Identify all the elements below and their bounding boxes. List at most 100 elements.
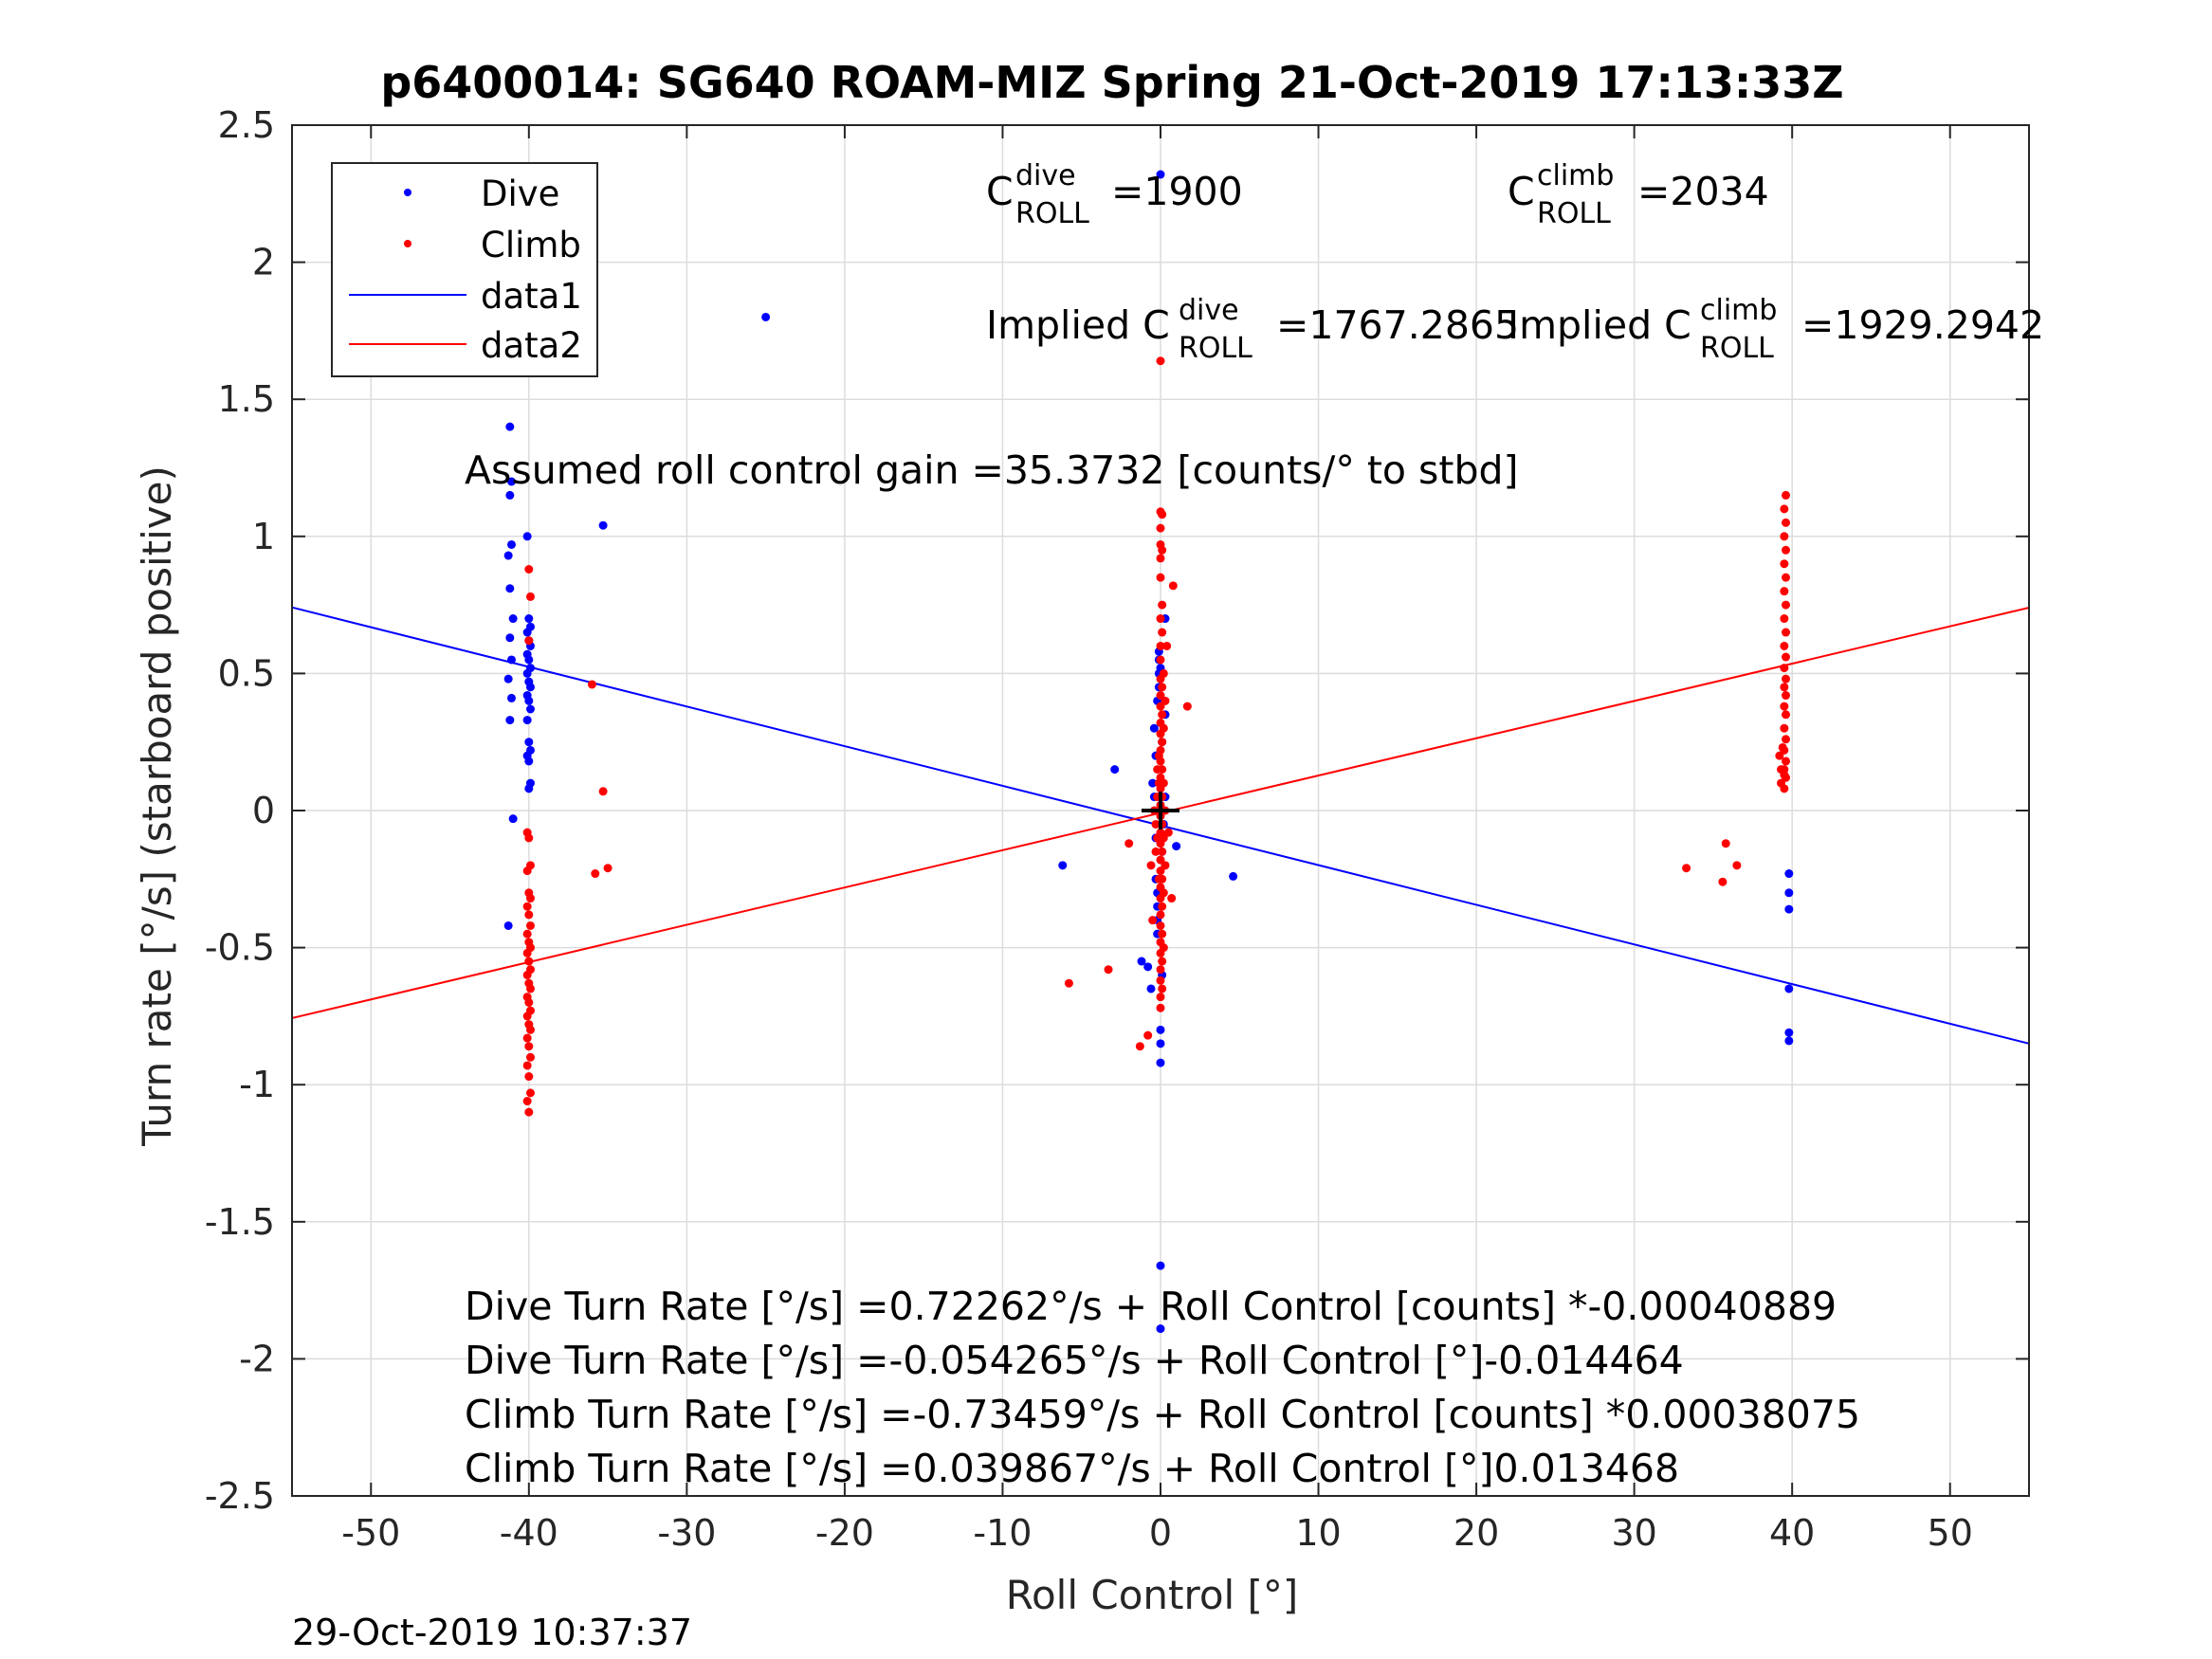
climb-point (1156, 910, 1165, 920)
c-dive-sup: dive (1015, 159, 1076, 192)
dive-point (505, 490, 515, 500)
y-tick-label: 0 (252, 790, 275, 831)
climb-point (1158, 600, 1167, 610)
climb-point (1158, 683, 1167, 692)
climb-point (524, 910, 534, 920)
climb-point (1782, 573, 1791, 582)
x-tick-label: 30 (1611, 1512, 1656, 1554)
climb-point (1158, 902, 1167, 911)
c-dive-value: =1900 (1111, 169, 1243, 214)
y-tick-label: 2.5 (218, 104, 275, 146)
dive-point (506, 693, 516, 702)
climb-point (524, 565, 534, 574)
gain-annotation: Assumed roll control gain =35.3732 [coun… (465, 447, 1519, 493)
implied-dive-sub: ROLL (1179, 332, 1252, 365)
climb-point (1780, 784, 1789, 793)
dive-point (1146, 984, 1156, 994)
legend-dive-marker (404, 189, 411, 196)
climb-point (1158, 738, 1167, 747)
legend-data1-label: data1 (481, 276, 582, 317)
dive-point (1149, 723, 1159, 733)
dive-point (505, 633, 515, 643)
dive-point (598, 520, 608, 530)
climb-point (1156, 975, 1165, 985)
climb-point (1780, 587, 1789, 596)
dive-point (1156, 1324, 1165, 1334)
dive-point (1172, 842, 1181, 851)
climb-point (525, 1052, 535, 1062)
chart-title: p6400014: SG640 ROAM-MIZ Spring 21-Oct-2… (380, 57, 1843, 108)
c-dive-annotation: C dive ROLL =1900 (986, 159, 1243, 230)
climb-point (1780, 614, 1789, 624)
climb-point (1780, 504, 1789, 514)
y-tick-label: 1.5 (218, 378, 275, 420)
climb-point (522, 1061, 532, 1070)
climb-point (1143, 1030, 1153, 1040)
climb-point (1158, 984, 1167, 994)
climb-point (1162, 641, 1172, 650)
dive-point (1156, 170, 1165, 179)
climb-point (1721, 839, 1730, 848)
y-tick-label: -1 (239, 1064, 275, 1105)
climb-point (522, 866, 532, 876)
dive-point (1058, 861, 1068, 870)
dive-point (1784, 904, 1794, 914)
implied-climb-annotation: Implied C climb ROLL =1929.2942 (1508, 294, 2044, 365)
climb-point (1782, 628, 1791, 637)
climb-point (1156, 965, 1165, 975)
x-tick-label: 0 (1149, 1512, 1172, 1554)
implied-dive-value: =1767.2865 (1276, 302, 1519, 348)
implied-climb-sup: climb (1700, 294, 1777, 327)
dive-point (1156, 1039, 1165, 1048)
legend-data2-label: data2 (481, 325, 582, 366)
climb-point (524, 1042, 534, 1051)
climb-point (1161, 696, 1170, 705)
tick-labels: -50 -40 -30 -20 -10 0 10 20 30 40 50 2.5 2 1.5 1 0.5 0 -0… (205, 104, 1973, 1554)
fit-dive-degrees: Dive Turn Rate [°/s] =-0.054265°/s + Rol… (465, 1338, 1684, 1383)
dive-point (505, 422, 515, 431)
dive-point (1784, 984, 1794, 994)
climb-point (1146, 861, 1156, 870)
c-climb-annotation: C climb ROLL =2034 (1508, 159, 1769, 230)
plot-frame (291, 124, 2030, 1497)
climb-point (591, 869, 600, 879)
climb-point (1780, 702, 1789, 711)
climb-point (1782, 674, 1791, 684)
climb-point (522, 1033, 532, 1043)
climb-point (1161, 861, 1170, 870)
dive-point (503, 551, 513, 560)
climb-point (1156, 921, 1165, 930)
origin-marker (1142, 792, 1179, 830)
climb-point (1156, 641, 1165, 650)
dive-point (522, 668, 532, 678)
climb-point (1782, 545, 1791, 555)
climb-point (524, 957, 534, 966)
climb-point (522, 971, 532, 980)
climb-point (1682, 864, 1691, 873)
climb-point (1156, 614, 1165, 624)
implied-climb-prefix: Implied C (1508, 302, 1691, 348)
climb-point (1780, 532, 1789, 541)
legend: Dive Climb data1 data2 (331, 162, 598, 377)
c-climb-value: =2034 (1637, 169, 1769, 214)
implied-dive-annotation: Implied C dive ROLL =1767.2865 (986, 294, 1519, 365)
dive-point (524, 655, 534, 665)
dive-point (1148, 778, 1158, 788)
climb-point (524, 1072, 534, 1082)
climb-point (1156, 1003, 1165, 1012)
dive-point (1156, 1025, 1165, 1034)
climb-point (524, 636, 534, 646)
climb-point (1782, 735, 1791, 744)
climb-point (522, 902, 532, 911)
dive-point (1143, 962, 1153, 972)
climb-point (1135, 1042, 1144, 1051)
climb-point (1163, 828, 1173, 837)
x-axis-label: Roll Control [°] (1006, 1572, 1299, 1618)
climb-point (525, 1025, 535, 1034)
climb-point (1158, 710, 1167, 720)
climb-point (1158, 957, 1167, 966)
climb-point (598, 787, 608, 796)
climb-point (1151, 847, 1161, 856)
dive-point (1110, 765, 1120, 775)
climb-point (1159, 668, 1168, 678)
